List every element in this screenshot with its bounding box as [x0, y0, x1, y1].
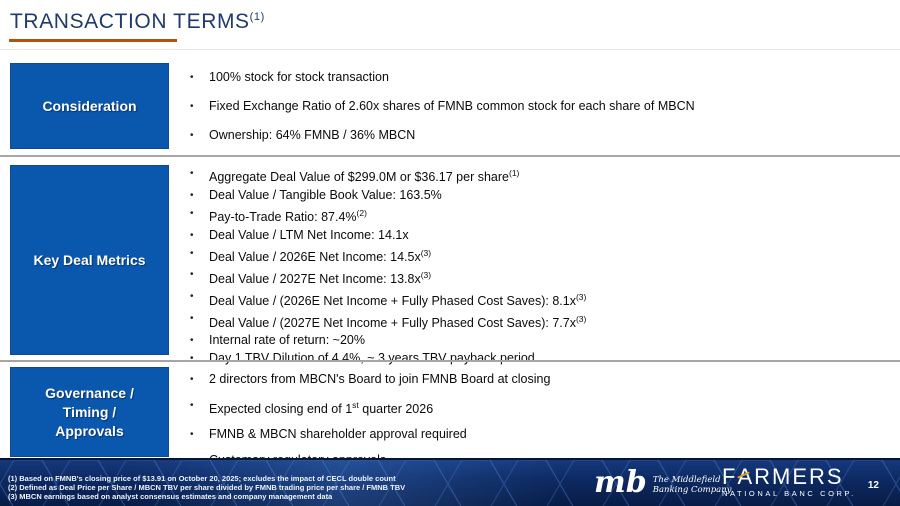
bullet-dot-icon: •	[190, 399, 194, 411]
bullet-dot-icon: •	[190, 168, 194, 179]
terms-table: Consideration • 100% stock for stock trans…	[0, 49, 900, 467]
bullet-list: • 100% stock for stock transaction • Fixed …	[186, 63, 892, 150]
bullet-item: • Deal Value / LTM Net Income: 14.1x	[186, 227, 892, 245]
terms-section-key-deal-metrics: Key Deal Metrics • Aggregate Deal Value of…	[0, 155, 900, 365]
bullet-dot-icon: •	[190, 130, 194, 141]
section-label-line: Governance /	[45, 384, 134, 401]
bullet-item: • FMNB & MBCN shareholder approval requir…	[186, 422, 892, 448]
bullet-dot-icon: •	[190, 335, 194, 347]
bullet-text: Pay-to-Trade Ratio: 87.4%(2)	[209, 207, 367, 224]
bullet-item: • Fixed Exchange Ratio of 2.60x shares of…	[186, 92, 892, 121]
section-label-key-deal-metrics: Key Deal Metrics	[10, 165, 169, 355]
section-label-line: Key Deal Metrics	[33, 251, 146, 268]
bullet-text: Deal Value / Tangible Book Value: 163.5%	[209, 187, 442, 202]
bullet-text: FMNB & MBCN shareholder approval require…	[209, 427, 467, 442]
bullet-text: 2 directors from MBCN's Board to join FM…	[209, 372, 551, 386]
section-label-line: Timing /	[62, 403, 117, 420]
bullet-dot-icon: •	[190, 207, 194, 219]
section-label-line: Consideration	[42, 97, 137, 114]
bullet-list: • Aggregate Deal Value of $299.0M or $36.…	[186, 165, 892, 368]
bullet-item: • Deal Value / (2026E Net Income + Fully …	[186, 288, 892, 310]
bullet-dot-icon: •	[190, 353, 194, 365]
bullet-dot-icon: •	[190, 247, 194, 259]
bullet-item: • Deal Value / Tangible Book Value: 163.5…	[186, 187, 892, 205]
bullet-dot-icon: •	[190, 229, 194, 241]
bullet-text: Deal Value / 2026E Net Income: 14.5x(3)	[209, 247, 432, 264]
bullet-dot-icon: •	[190, 269, 194, 281]
footnote-3: (3) MBCN earnings based on analyst conse…	[8, 492, 333, 502]
mb-logo-icon: mb	[594, 465, 647, 500]
bullet-list: • 2 directors from MBCN's Board to join F…	[186, 367, 892, 473]
footnote-2: (2) Defined as Deal Price per Share / MB…	[8, 483, 406, 493]
hexagon-pattern	[0, 460, 900, 506]
title-underline	[9, 39, 177, 42]
bullet-dot-icon: •	[190, 101, 194, 112]
terms-section-governance-timing-approvals: Governance / Timing / Approvals • 2 director…	[0, 360, 900, 467]
farmers-subtitle: NATIONAL BANC CORP.	[722, 489, 856, 498]
bullet-dot-icon: •	[190, 291, 194, 303]
bullet-dot-icon: •	[190, 313, 194, 325]
footnote-1: (1) Based on FMNB's closing price of $13…	[8, 474, 396, 483]
section-label-governance-timing-approvals: Governance / Timing / Approvals	[10, 367, 169, 457]
footer-band: (1) Based on FMNB's closing price of $13…	[0, 458, 900, 506]
bullet-item: • Ownership: 64% FMNB / 36% MBCN	[186, 121, 892, 150]
terms-section-consideration: Consideration • 100% stock for stock trans…	[0, 49, 900, 155]
footnotes: (1) Based on FMNB's closing price of $13…	[8, 474, 568, 502]
bullet-text: 100% stock for stock transaction	[209, 70, 389, 84]
bullet-dot-icon: •	[190, 429, 194, 441]
bullet-dot-icon: •	[190, 189, 194, 201]
bullet-item: • Deal Value / 2027E Net Income: 13.8x(3)	[186, 266, 892, 288]
bullet-item: • Internal rate of return: ~20%	[186, 332, 892, 350]
bullet-item: • Deal Value / 2026E Net Income: 14.5x(3)	[186, 245, 892, 267]
middlefield-banking-logo: mb The Middlefield Banking Company	[594, 465, 732, 500]
bullet-dot-icon: •	[190, 374, 194, 385]
bullet-text: Aggregate Deal Value of $299.0M or $36.1…	[209, 168, 520, 185]
farmers-letters-rmers: RMERS	[754, 464, 844, 489]
footer-light-streak	[0, 460, 900, 506]
bullet-dot-icon: •	[190, 72, 194, 83]
section-label-consideration: Consideration	[10, 63, 169, 149]
bullet-item: • Expected closing end of 1st quarter 202…	[186, 393, 892, 423]
bullet-text: Ownership: 64% FMNB / 36% MBCN	[209, 128, 416, 142]
bullet-item: • Aggregate Deal Value of $299.0M or $36.…	[186, 165, 892, 187]
farmers-letter-a-glyph: A	[737, 464, 755, 489]
bullet-text: Deal Value / (2027E Net Income + Fully P…	[209, 313, 587, 330]
farmers-letter-f: F	[722, 464, 738, 489]
bullet-item: • Pay-to-Trade Ratio: 87.4%(2)	[186, 205, 892, 227]
mb-tagline-line1: The Middlefield	[652, 475, 721, 485]
mb-tagline-line2: Banking Company	[652, 484, 732, 495]
bullet-text: Deal Value / (2026E Net Income + Fully P…	[209, 291, 587, 308]
farmers-letter-a: A	[737, 466, 754, 488]
page-title-text: TRANSACTION TERMS	[10, 10, 250, 33]
bullet-text: Internal rate of return: ~20%	[209, 333, 365, 348]
bullet-item: • Deal Value / (2027E Net Income + Fully …	[186, 310, 892, 332]
bullet-text: Fixed Exchange Ratio of 2.60x shares of …	[209, 99, 695, 113]
bullet-text: Deal Value / LTM Net Income: 14.1x	[209, 227, 409, 242]
bullet-text: Expected closing end of 1st quarter 2026	[209, 399, 434, 416]
page-number: 12	[867, 480, 879, 491]
page-title: TRANSACTION TERMS(1)	[10, 10, 265, 34]
page-title-footnote-ref: (1)	[249, 11, 265, 23]
mb-logo-tagline: The Middlefield Banking Company	[652, 475, 732, 497]
farmers-wordmark: FA RMERS	[722, 466, 856, 488]
bullet-item: • 2 directors from MBCN's Board to join F…	[186, 367, 892, 393]
section-label-line: Approvals	[55, 422, 124, 439]
farmers-national-banc-logo: FA RMERS NATIONAL BANC CORP.	[722, 466, 856, 499]
bullet-item: • 100% stock for stock transaction	[186, 63, 892, 92]
bullet-text: Deal Value / 2027E Net Income: 13.8x(3)	[209, 269, 432, 286]
